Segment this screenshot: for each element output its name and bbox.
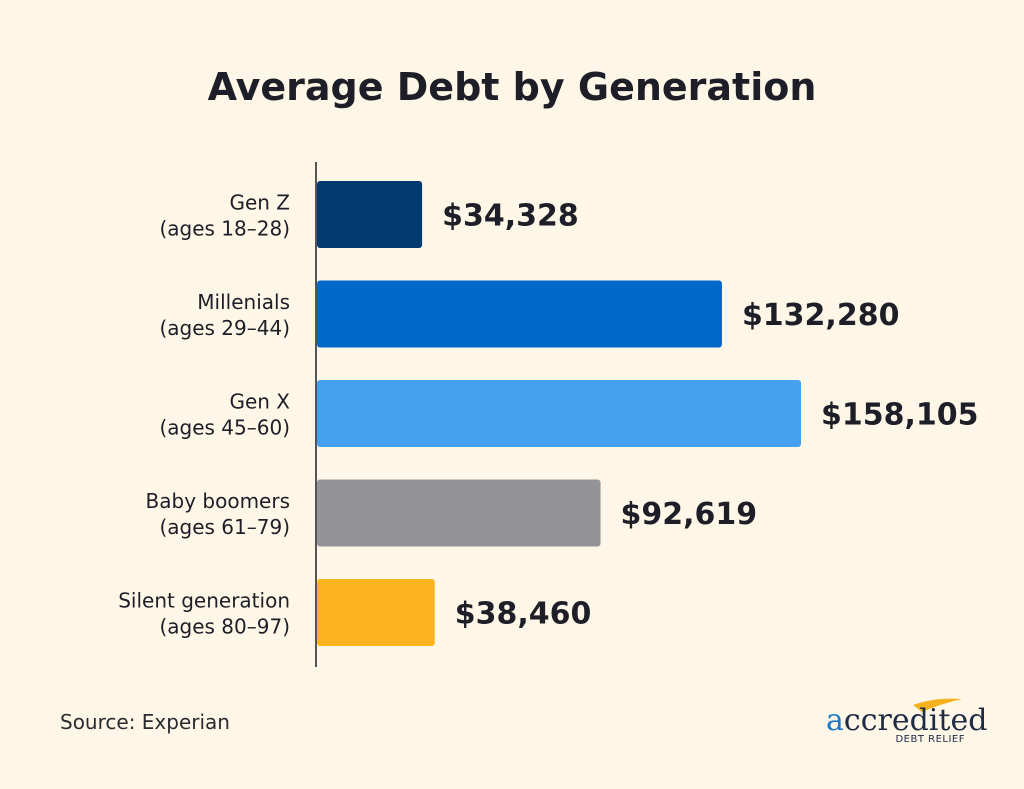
category-ages-0: (ages 18–28) [159, 217, 290, 241]
category-ages-3: (ages 61–79) [159, 515, 290, 539]
category-ages-4: (ages 80–97) [159, 615, 290, 639]
bar-0 [317, 181, 423, 248]
logo-wordmark: accredited [826, 703, 987, 738]
value-label-2: $158,105 [821, 398, 979, 433]
bar-4 [317, 579, 435, 646]
category-ages-2: (ages 45–60) [159, 416, 290, 440]
logo-tagline: DEBT RELIEF [895, 734, 965, 745]
bar-1 [317, 280, 722, 348]
value-label-4: $38,460 [455, 597, 592, 632]
bars-layer [317, 181, 801, 646]
chart-title: Average Debt by Generation [208, 65, 817, 109]
category-name-1: Millenials [197, 290, 290, 314]
category-labels-layer: Gen Z(ages 18–28) Millenials(ages 29–44) G… [118, 191, 290, 639]
value-label-3: $92,619 [621, 497, 758, 532]
category-name-2: Gen X [229, 390, 290, 414]
accredited-logo: accredited DEBT RELIEF [826, 698, 987, 745]
value-label-0: $34,328 [442, 199, 579, 234]
logo-swoosh-icon [913, 698, 962, 712]
logo-first-letter: a [826, 703, 844, 738]
category-name-0: Gen Z [229, 191, 290, 215]
value-label-1: $132,280 [742, 298, 900, 333]
category-ages-1: (ages 29–44) [159, 316, 290, 340]
logo-rest: ccredited [844, 703, 988, 738]
bar-3 [317, 479, 601, 547]
value-labels-layer: $34,328 $132,280 $158,105 $92,619 $38,460 [442, 199, 978, 632]
category-name-4: Silent generation [118, 589, 290, 613]
category-name-3: Baby boomers [146, 489, 290, 513]
source-note: Source: Experian [60, 710, 230, 734]
bar-2 [317, 380, 801, 447]
